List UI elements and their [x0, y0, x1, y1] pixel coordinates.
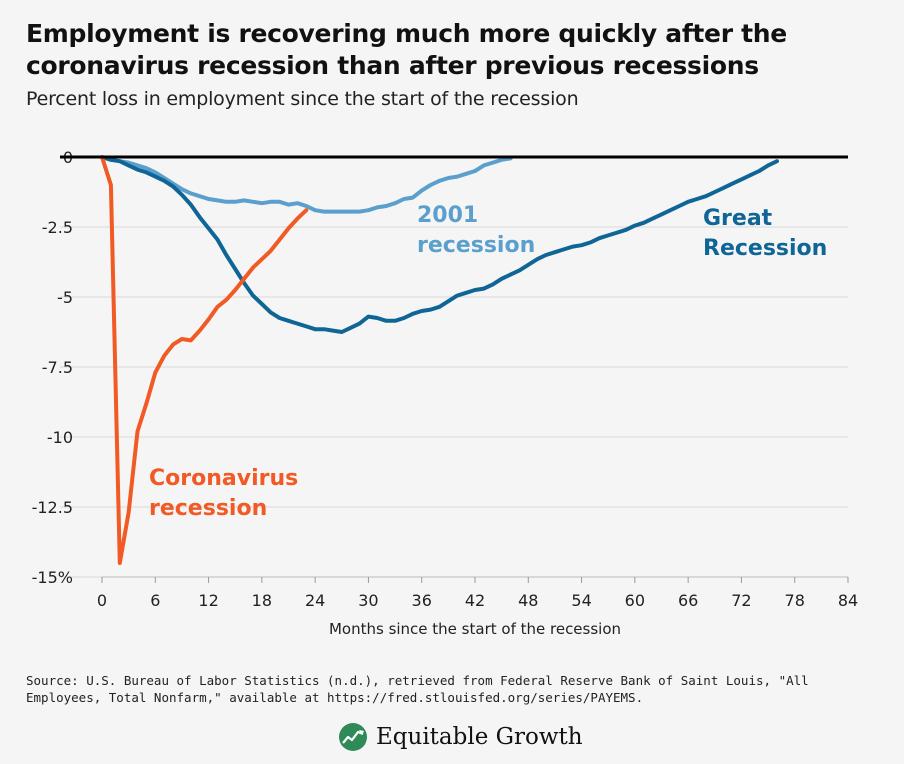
series-line-coronavirus: [100, 155, 309, 565]
y-tick-label: -15%: [32, 568, 73, 587]
chart-title: Employment is recovering much more quick…: [26, 19, 787, 80]
series-label-coronavirus: recession: [149, 496, 267, 521]
series-label-recession_2001: 2001: [417, 203, 478, 228]
y-tick-label: -5: [57, 288, 73, 307]
x-tick-label: 54: [571, 591, 591, 610]
y-tick-label: -12.5: [32, 498, 73, 517]
x-tick-label: 66: [678, 591, 698, 610]
series-labels: 2001 recession Great Recession Coronavirus re…: [149, 203, 827, 521]
series-label-great_recession: Recession: [703, 236, 827, 261]
x-tick-label: 0: [97, 591, 107, 610]
x-tick-label: 78: [785, 591, 805, 610]
x-tick-label: 12: [198, 591, 218, 610]
growth-leaf-icon: [339, 723, 367, 751]
source-note: Source: U.S. Bureau of Labor Statistics …: [26, 673, 809, 705]
y-tick-label: -2.5: [42, 218, 73, 237]
x-tick-label: 24: [305, 591, 325, 610]
x-tick-label: 48: [518, 591, 538, 610]
x-tick-label: 60: [625, 591, 645, 610]
x-tick-label: 84: [838, 591, 858, 610]
y-tick-label: -10: [47, 428, 73, 447]
x-axis-label: Months since the start of the recession: [329, 620, 621, 638]
series-lines: [60, 155, 848, 565]
x-tick-label: 36: [412, 591, 432, 610]
series-label-recession_2001: recession: [417, 233, 535, 258]
x-tick-label: 6: [150, 591, 160, 610]
logo-text: Equitable Growth: [376, 724, 583, 750]
x-tick-label: 18: [252, 591, 272, 610]
chart-subtitle: Percent loss in employment since the sta…: [26, 88, 579, 110]
x-tick-label: 30: [358, 591, 378, 610]
series-label-great_recession: Great: [703, 206, 773, 231]
grid-lines: [60, 226, 848, 578]
series-line-great_recession: [100, 155, 779, 334]
series-line-recession_2001: [100, 155, 513, 214]
x-tick-label: 42: [465, 591, 485, 610]
series-label-coronavirus: Coronavirus: [149, 466, 298, 491]
x-tick-label: 72: [731, 591, 751, 610]
equitable-growth-logo: Equitable Growth: [338, 722, 583, 752]
y-tick-label: -7.5: [42, 358, 73, 377]
